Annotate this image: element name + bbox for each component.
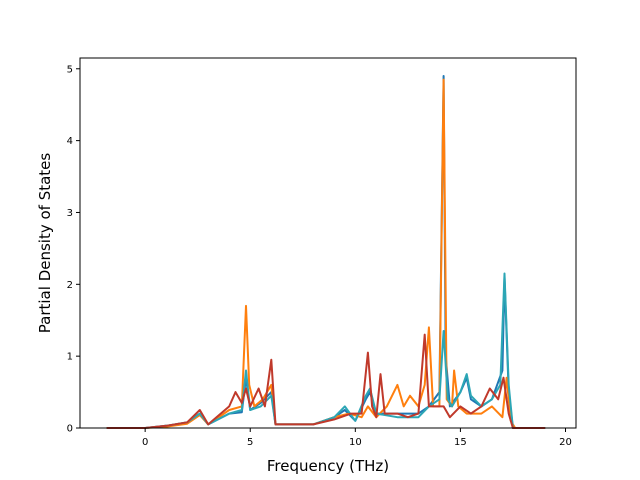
x-axis-ticks: 0 5 10 15 20 <box>142 428 572 448</box>
plot-frame <box>79 57 577 429</box>
x-tick-label: 15 <box>454 437 467 448</box>
x-tick-label: 10 <box>349 437 362 448</box>
y-tick-label: 2 <box>67 280 73 291</box>
y-axis-title: Partial Density of States <box>36 153 54 334</box>
series-line-4 <box>106 333 546 429</box>
y-tick-label: 4 <box>67 136 73 147</box>
series-line-3 <box>106 272 546 429</box>
y-axis-ticks: 0 1 2 3 4 5 <box>67 64 80 435</box>
x-axis-title: Frequency (THz) <box>267 457 389 475</box>
y-tick-label: 5 <box>67 64 73 75</box>
series-line-1 <box>106 75 546 429</box>
series-line-2 <box>106 78 546 429</box>
series-layer <box>106 75 546 429</box>
y-tick-label: 0 <box>67 424 73 435</box>
y-tick-label: 1 <box>67 352 73 363</box>
x-tick-label: 0 <box>142 437 148 448</box>
x-tick-label: 20 <box>559 437 572 448</box>
y-tick-label: 3 <box>67 208 73 219</box>
x-tick-label: 5 <box>247 437 253 448</box>
